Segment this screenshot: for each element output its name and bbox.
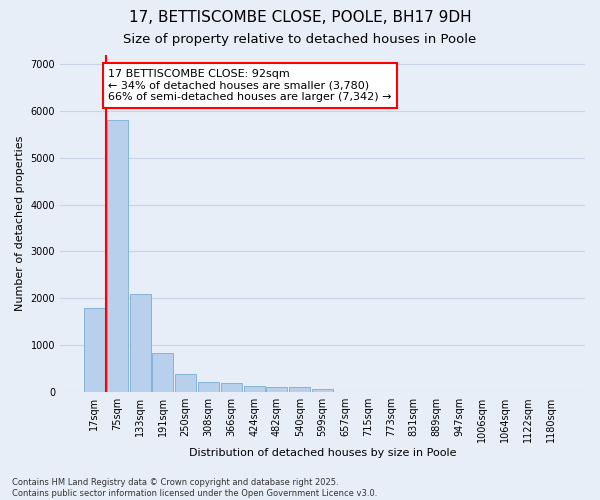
Bar <box>130 294 151 392</box>
Text: 17, BETTISCOMBE CLOSE, POOLE, BH17 9DH: 17, BETTISCOMBE CLOSE, POOLE, BH17 9DH <box>128 10 472 25</box>
Bar <box>221 382 242 392</box>
Bar <box>175 374 196 392</box>
Bar <box>266 387 287 392</box>
Bar <box>107 120 128 392</box>
Bar <box>84 308 105 392</box>
Text: Contains HM Land Registry data © Crown copyright and database right 2025.
Contai: Contains HM Land Registry data © Crown c… <box>12 478 377 498</box>
Bar <box>289 388 310 392</box>
Text: 17 BETTISCOMBE CLOSE: 92sqm
← 34% of detached houses are smaller (3,780)
66% of : 17 BETTISCOMBE CLOSE: 92sqm ← 34% of det… <box>108 69 392 102</box>
X-axis label: Distribution of detached houses by size in Poole: Distribution of detached houses by size … <box>189 448 456 458</box>
Bar <box>152 354 173 392</box>
Y-axis label: Number of detached properties: Number of detached properties <box>15 136 25 311</box>
Text: Size of property relative to detached houses in Poole: Size of property relative to detached ho… <box>124 32 476 46</box>
Bar <box>312 388 333 392</box>
Bar <box>198 382 219 392</box>
Bar <box>244 386 265 392</box>
